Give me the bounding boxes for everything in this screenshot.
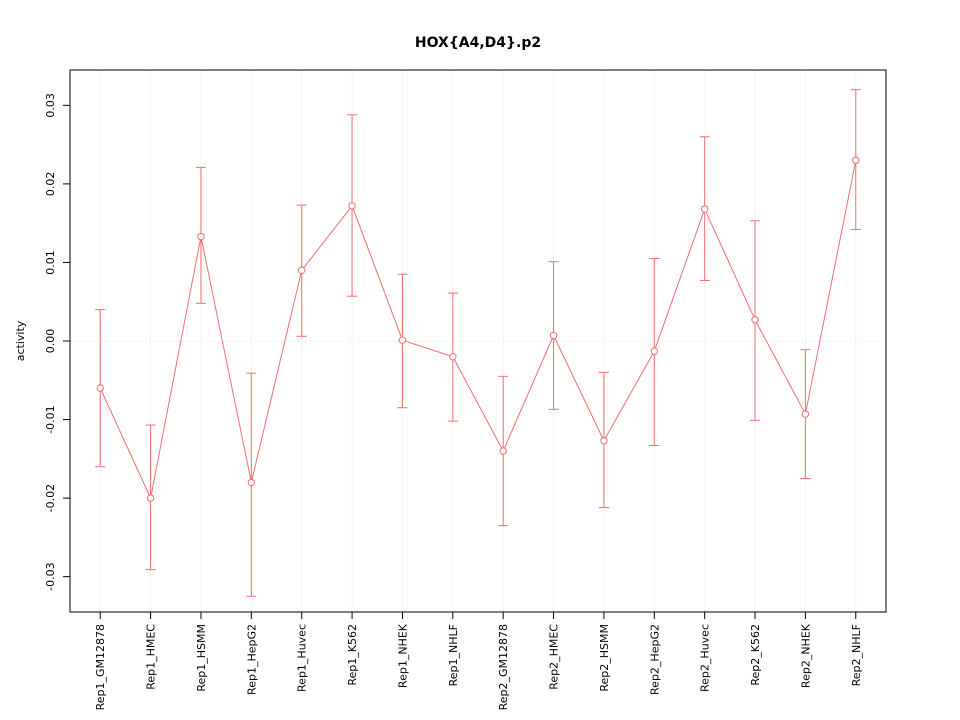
x-tick-label: Rep1_K562 — [346, 624, 359, 686]
data-point — [801, 410, 810, 418]
data-point — [197, 232, 205, 241]
x-tick-label: Rep2_NHLF — [850, 624, 863, 686]
data-point — [298, 266, 306, 275]
data-point — [499, 447, 507, 455]
y-tick-label: -0.03 — [44, 562, 57, 590]
data-point — [398, 336, 407, 344]
data-point — [247, 478, 256, 487]
x-tick-label: Rep1_NHLF — [447, 624, 460, 686]
y-tick-label: -0.02 — [44, 484, 57, 512]
data-point — [146, 494, 155, 502]
x-tick-label: Rep2_Huvec — [699, 624, 712, 692]
data-point — [700, 205, 709, 213]
x-tick-label: Rep1_NHEK — [396, 623, 409, 688]
x-tick-label: Rep2_GM12878 — [497, 624, 510, 710]
y-axis-label: activity — [14, 320, 27, 361]
chart-title: HOX{A4,D4}.p2 — [415, 35, 541, 51]
x-tick-label: Rep1_HepG2 — [245, 624, 258, 695]
x-tick-label: Rep1_HMEC — [145, 624, 158, 690]
data-point — [650, 347, 658, 355]
x-tick-label: Rep2_HMEC — [548, 624, 561, 690]
y-tick-label: 0.01 — [44, 250, 57, 275]
x-tick-label: Rep2_HepG2 — [648, 624, 661, 695]
x-tick-label: Rep1_Huvec — [296, 624, 309, 692]
data-point — [852, 156, 860, 165]
data-point — [348, 202, 356, 210]
data-point — [549, 331, 558, 340]
y-tick-label: 0.02 — [44, 172, 57, 197]
data-point — [449, 353, 457, 361]
y-tick-label: 0.03 — [44, 93, 57, 118]
plot-area: -0.03 -0.02 -0.01 0.00 0.01 0.02 0.03 Rep1_GM12… — [44, 69, 887, 710]
y-tick-label: -0.01 — [44, 405, 57, 433]
y-tick-label: 0.00 — [44, 329, 57, 354]
x-tick-label: Rep1_GM12878 — [94, 624, 107, 710]
data-point — [96, 384, 104, 392]
x-tick-label: Rep2_NHEK — [799, 623, 812, 688]
data-point — [751, 316, 759, 324]
data-point — [600, 437, 608, 445]
series-line — [99, 160, 857, 500]
x-tick-label: Rep1_HSMM — [195, 624, 208, 692]
x-tick-label: Rep2_K562 — [749, 624, 762, 686]
x-tick-label: Rep2_HSMM — [598, 624, 611, 692]
